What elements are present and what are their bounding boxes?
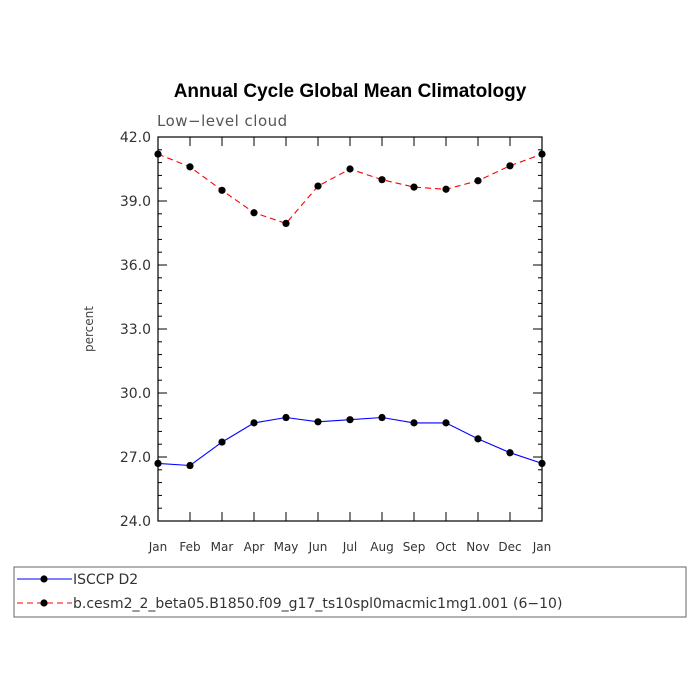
legend: ISCCP D2 b.cesm2_2_beta05.B1850.f09_g17_t… — [17, 572, 562, 612]
data-point — [506, 162, 514, 170]
legend-marker-2 — [40, 599, 48, 607]
data-point — [186, 461, 194, 470]
data-point — [378, 413, 386, 422]
legend-box — [13, 566, 687, 618]
x-tick-label: Dec — [498, 540, 521, 554]
chart-title: Annual Cycle Global Mean Climatology — [174, 81, 527, 102]
data-point — [474, 435, 482, 443]
data-point — [218, 438, 226, 446]
data-point — [538, 150, 546, 158]
x-tick-label: Jun — [308, 540, 328, 554]
x-tick-label: Jan — [532, 540, 552, 554]
data-point — [346, 165, 354, 173]
data-point — [282, 219, 290, 227]
x-tick-label: May — [274, 540, 299, 554]
y-tick-label: 36.0 — [120, 258, 151, 274]
data-point — [538, 459, 546, 467]
data-point — [474, 177, 482, 185]
data-point — [250, 419, 258, 427]
legend-label-2: b.cesm2_2_beta05.B1850.f09_g17_ts10spl0m… — [73, 596, 562, 612]
x-tick-label: Mar — [211, 540, 234, 554]
legend-marker-1 — [40, 575, 48, 583]
chart-subtitle: Low−level cloud — [157, 112, 288, 130]
data-point — [506, 449, 514, 457]
x-tick-label: Aug — [370, 540, 393, 554]
data-point — [378, 176, 386, 184]
x-tick-label: Jan — [148, 540, 168, 554]
data-point — [186, 163, 194, 171]
y-tick-label: 42.0 — [120, 130, 151, 146]
data-point — [154, 459, 162, 467]
y-tick-label: 30.0 — [120, 386, 151, 402]
data-point — [410, 419, 418, 427]
y-tick-label: 39.0 — [120, 194, 151, 210]
data-point — [442, 185, 450, 193]
data-point — [282, 413, 290, 422]
data-point — [154, 150, 162, 158]
series-line-1 — [157, 416, 543, 467]
x-tick-label: Apr — [244, 540, 265, 554]
x-tick-label: Oct — [436, 540, 457, 554]
series-layer — [154, 150, 546, 470]
data-point — [218, 186, 226, 194]
plot-frame — [157, 136, 543, 522]
axes: 24.0 27.0 30.0 33.0 36.0 39.0 42.0 Jan Feb Mar Apr… — [120, 130, 551, 554]
legend-label-1: ISCCP D2 — [73, 572, 138, 588]
data-point — [314, 182, 322, 190]
x-tick-label: Sep — [403, 540, 426, 554]
series-line-2 — [157, 153, 543, 225]
data-point — [442, 419, 450, 427]
x-tick-label: Nov — [466, 540, 489, 554]
y-axis-label: percent — [82, 306, 96, 352]
x-tick-label: Feb — [179, 540, 200, 554]
data-point — [250, 209, 258, 217]
x-tick-label: Jul — [342, 540, 357, 554]
data-point — [314, 418, 322, 426]
data-point — [410, 183, 418, 191]
y-tick-label: 27.0 — [120, 450, 151, 466]
y-tick-label: 24.0 — [120, 514, 151, 530]
data-point — [346, 416, 354, 424]
y-tick-label: 33.0 — [120, 322, 151, 338]
